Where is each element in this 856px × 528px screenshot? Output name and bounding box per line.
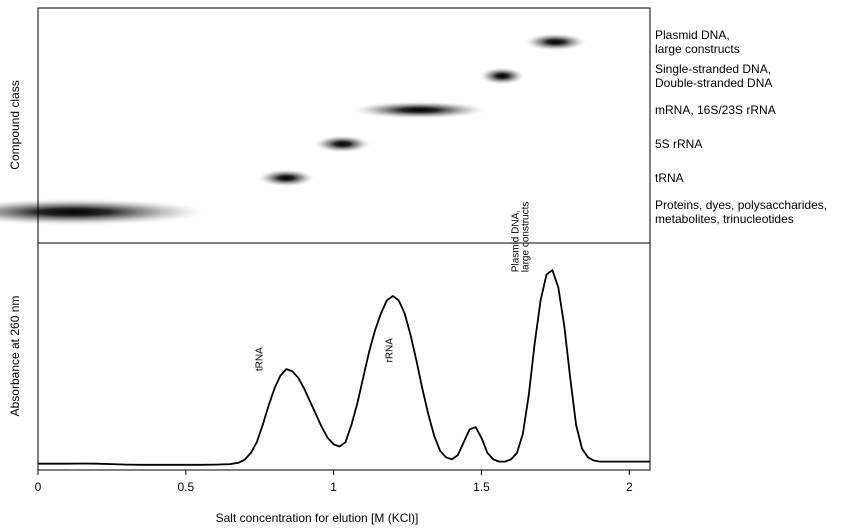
peak-label-2: large constructs (520, 202, 531, 273)
top-y-axis-label: Compound class (8, 80, 22, 169)
absorbance-trace (38, 269, 650, 466)
class-label: metabolites, trinucleotides (655, 212, 794, 226)
band-0 (0, 198, 216, 226)
x-tick-label: 1 (330, 480, 337, 494)
x-tick-label: 1.5 (473, 480, 490, 494)
class-label: Plasmid DNA, (655, 28, 730, 42)
x-axis-label: Salt concentration for elution [M (KCl)] (216, 511, 419, 525)
plot-frame (37, 7, 651, 471)
bottom-y-axis-label: Absorbance at 260 nm (8, 296, 22, 417)
class-label: Single-stranded DNA, (655, 62, 771, 76)
band-2 (312, 135, 373, 153)
x-tick-label: 0.5 (177, 480, 194, 494)
band-1 (256, 169, 316, 187)
class-label: Double-stranded DNA (655, 76, 772, 90)
peak-label-0: tRNA (254, 347, 265, 371)
peak-label-1: rRNA (384, 338, 395, 363)
class-label: mRNA, 16S/23S rRNA (655, 103, 776, 117)
peak-label-2: Plasmid DNA, (510, 210, 521, 272)
band-3 (348, 101, 491, 119)
series-line (38, 269, 650, 466)
band-5 (522, 33, 588, 51)
x-tick-label: 0 (35, 480, 42, 494)
compound-class-bands (0, 33, 588, 226)
class-label: large constructs (655, 42, 740, 56)
compound-class-labels: Proteins, dyes, polysaccharides,metaboli… (655, 28, 827, 226)
band-4 (478, 67, 526, 85)
class-label: Proteins, dyes, polysaccharides, (655, 198, 827, 212)
peak-annotations: tRNA rRNA Plasmid DNA, large constructs (254, 202, 531, 371)
class-label: 5S rRNA (655, 137, 702, 151)
x-tick-label: 2 (626, 480, 633, 494)
x-axis: 0 0.5 1 1.5 2 (35, 470, 633, 494)
class-label: tRNA (655, 171, 684, 185)
